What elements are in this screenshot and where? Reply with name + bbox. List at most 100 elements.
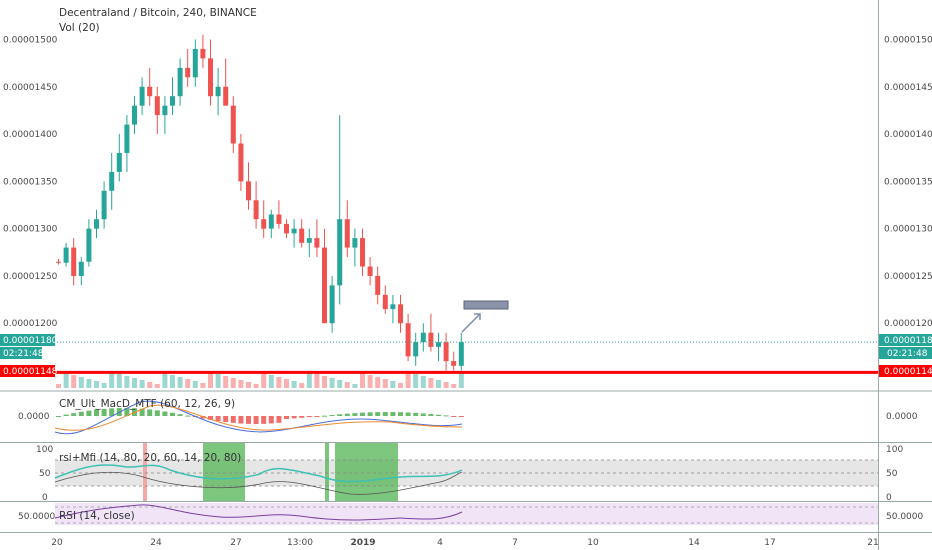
volume-bar (116, 374, 122, 388)
volume-bar (329, 378, 335, 388)
candle-body (116, 152, 122, 172)
volume-bars (56, 372, 464, 388)
macd-bar (413, 412, 419, 416)
candle-body (78, 261, 84, 276)
price-tick-left: 0.00001300 (3, 225, 58, 235)
macd-bar (200, 416, 206, 419)
candles (56, 34, 464, 371)
macd-bar (71, 413, 77, 416)
macd-bar (223, 416, 229, 423)
rsimfi-green-zone-2 (325, 443, 329, 501)
candle-body (238, 143, 244, 182)
time-axis[interactable]: 20 24 27 13:00 2019 4 7 10 14 17 21 (51, 538, 878, 548)
macd-bar (458, 416, 464, 417)
volume-bar (253, 384, 259, 388)
volume-bar (299, 383, 305, 388)
candle-body (208, 58, 213, 97)
macd-bar (405, 412, 411, 416)
signal-line (54, 404, 463, 431)
rsimfi-tick-0: 0 (42, 493, 48, 503)
rsimfi-tick-50: 50 (39, 469, 51, 479)
volume-bar (436, 380, 441, 388)
countdown-tag-left (0, 347, 42, 359)
candle-body (200, 48, 206, 59)
candle-body (382, 294, 388, 310)
rsimfi-green-zone-3 (335, 443, 398, 501)
candle-body (170, 96, 175, 106)
macd-bar (367, 412, 373, 416)
candle-body (390, 304, 396, 310)
macd-label: CM_Ult_MacD_MTF (60, 12, 26, 9) (59, 398, 235, 410)
candle-body (413, 342, 419, 357)
volume-bar (360, 373, 365, 388)
macd-bar (382, 412, 388, 416)
time-tick: 4 (437, 538, 443, 548)
volume-bar (382, 379, 388, 388)
macd-bar (230, 416, 236, 423)
price-tick-right: 0.00001250 (884, 272, 932, 282)
macd-bar (428, 414, 434, 416)
macd-bar (420, 413, 426, 416)
rsimfi-tick-50-right: 50 (886, 469, 898, 479)
price-tick-left: 0.00001400 (3, 130, 58, 140)
candle-body (253, 200, 259, 220)
candle-body (268, 214, 274, 229)
volume-bar (390, 381, 396, 388)
volume-bar (268, 375, 274, 388)
price-tick-right: 0.00001450 (884, 83, 932, 93)
volume-bar (185, 379, 191, 388)
macd-bar (375, 412, 381, 416)
volume-bar (314, 374, 320, 388)
macd-bar (299, 416, 305, 418)
candle-body (192, 48, 198, 78)
candle-body (86, 228, 92, 262)
price-panel[interactable] (0, 0, 878, 390)
target-box[interactable] (463, 300, 509, 310)
macd-bar (101, 408, 107, 416)
current-price-tag-left (0, 334, 55, 346)
price-tick-left: 0.00001200 (3, 319, 58, 329)
time-tick: 21 (867, 538, 878, 548)
price-axis[interactable]: 0.00001500 0.00001500 0.00001450 0.00001450… (3, 35, 932, 329)
candle-body (246, 181, 251, 201)
candle-body (375, 275, 381, 295)
macd-panel[interactable] (0, 392, 878, 442)
rsi-tick-left: 50.0000 (18, 512, 55, 522)
macd-bar (398, 412, 403, 416)
volume-bar (261, 373, 267, 388)
candle-body (428, 332, 434, 347)
macd-bar (124, 408, 130, 416)
volume-bar (413, 374, 419, 388)
chart-title: Decentraland / Bitcoin, 240, BINANCE (59, 7, 257, 19)
volume-bar (428, 378, 434, 388)
volume-bar (322, 376, 327, 388)
candle-body (56, 261, 61, 263)
candle-body (154, 96, 160, 116)
volume-bar (215, 374, 221, 388)
rsimfi-label: rsi+Mfi (14, 80, 20, 60, 14, 20, 80) (59, 452, 241, 464)
candle-body (284, 223, 289, 234)
volume-bar (124, 376, 130, 388)
volume-bar (367, 375, 373, 388)
candle-body (109, 171, 115, 191)
rsimfi-tick-100: 100 (36, 445, 53, 455)
candle-body (337, 219, 343, 286)
volume-bar (56, 384, 61, 388)
projection-arrow[interactable] (461, 313, 481, 333)
candle-body (299, 228, 305, 243)
price-tick-left: 0.00001500 (3, 35, 58, 45)
price-tick-right: 0.00001400 (884, 130, 932, 140)
price-tick-left: 0.00001450 (3, 83, 58, 93)
time-tick: 14 (688, 538, 700, 548)
macd-bar (94, 409, 99, 416)
time-tick: 7 (512, 538, 518, 548)
candle-body (177, 67, 183, 97)
arrow-head-icon (474, 313, 481, 320)
macd-bar (284, 416, 289, 419)
macd-bar (56, 416, 61, 417)
countdown-label-left: 02:21:48 (3, 349, 44, 359)
volume-bar (276, 377, 282, 388)
macd-bar (185, 415, 191, 417)
candle-body (276, 214, 282, 224)
